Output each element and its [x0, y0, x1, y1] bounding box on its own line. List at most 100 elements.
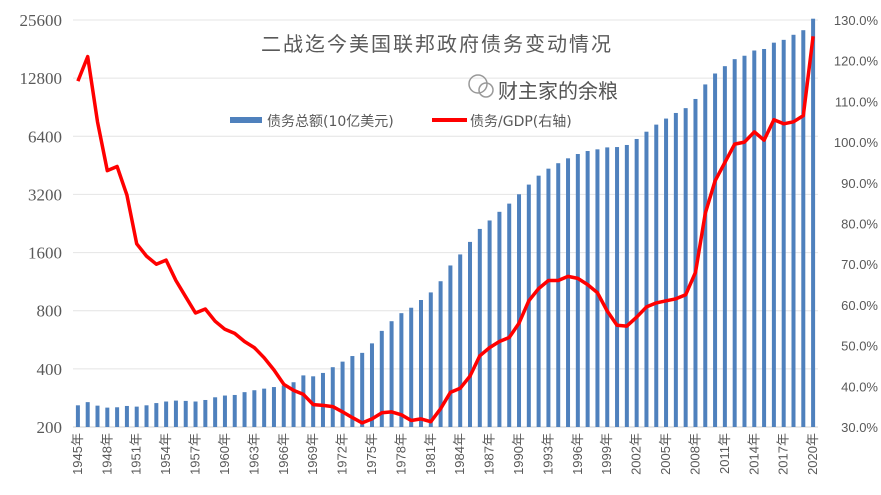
bar-1978: [399, 313, 404, 427]
wechat-icon: [468, 74, 488, 94]
bar-1992: [536, 175, 541, 427]
bar-1967: [291, 382, 296, 427]
left-tick-label: 1600: [28, 244, 62, 263]
bar-1997: [585, 151, 590, 427]
bar-1949: [115, 407, 120, 427]
bar-1957: [193, 401, 198, 427]
x-tick-label: 1987年: [482, 433, 497, 475]
bar-1947: [95, 405, 100, 427]
bar-1977: [389, 321, 394, 427]
bar-1998: [595, 149, 600, 427]
bar-1964: [262, 388, 267, 427]
left-tick-label: 6400: [28, 127, 62, 146]
x-tick-label: 1975年: [364, 433, 379, 475]
watermark: 财主家的余粮: [468, 74, 618, 103]
x-tick-label: 1945年: [70, 433, 85, 475]
bar-2012: [732, 59, 737, 428]
left-tick-label: 800: [37, 302, 63, 321]
bar-2005: [664, 118, 669, 428]
right-tick-label: 80.0%: [841, 217, 878, 232]
bar-1975: [369, 343, 374, 427]
legend-label-bar: 债务总额(10亿美元): [267, 114, 394, 130]
x-tick-label: 1990年: [511, 433, 526, 475]
right-tick-label: 60.0%: [841, 298, 878, 313]
legend-label-line: 债务/GDP(右轴): [470, 114, 572, 130]
x-tick-label: 2008年: [687, 433, 702, 475]
x-tick-label: 1972年: [335, 433, 350, 475]
bar-1962: [242, 392, 247, 427]
bar-1973: [350, 356, 355, 427]
right-tick-label: 120.0%: [834, 54, 879, 69]
bar-1999: [605, 147, 610, 427]
bar-2007: [683, 108, 688, 428]
x-tick-label: 1954年: [158, 433, 173, 475]
x-tick-label: 2002年: [629, 433, 644, 475]
bar-1980: [418, 299, 423, 427]
legend-swatch-line: [432, 118, 467, 122]
x-tick-label: 1999年: [599, 433, 614, 475]
watermark-text: 财主家的余粮: [498, 79, 618, 103]
bar-2020: [811, 18, 816, 428]
right-tick-label: 110.0%: [835, 94, 879, 109]
bar-1953: [154, 403, 159, 427]
bar-1986: [477, 228, 482, 427]
left-tick-label: 12800: [20, 69, 63, 88]
bar-1988: [497, 211, 502, 427]
bar-1996: [575, 154, 580, 427]
x-tick-label: 1969年: [305, 433, 320, 475]
bar-1956: [183, 400, 188, 427]
bar-1968: [301, 375, 306, 427]
bar-1950: [124, 405, 129, 427]
legend: 债务总额(10亿美元) 债务/GDP(右轴): [230, 114, 572, 130]
bar-2006: [673, 112, 678, 427]
x-tick-label: 1963年: [246, 433, 261, 475]
bar-2004: [654, 124, 659, 428]
x-tick-label: 1951年: [129, 433, 144, 475]
bar-1983: [448, 265, 453, 427]
bar-1991: [526, 184, 531, 427]
chart-title: 二战迄今美国联邦政府债务变动情况: [261, 32, 613, 56]
x-tick-label: 1960年: [217, 433, 232, 475]
right-tick-label: 130.0%: [834, 13, 879, 28]
bar-series: [75, 18, 816, 428]
bar-2009: [703, 84, 708, 427]
bar-2000: [615, 147, 620, 427]
x-tick-label: 1981年: [423, 433, 438, 475]
x-axis: 1945年 1948年 1951年 1954年 1957年 1960年 1963年 1966年…: [70, 433, 820, 475]
bar-2003: [644, 131, 649, 427]
bar-1979: [409, 307, 414, 427]
x-tick-label: 2020年: [805, 433, 820, 475]
x-tick-label: 1996年: [570, 433, 585, 475]
bar-1946: [85, 402, 90, 427]
x-tick-label: 2011年: [717, 433, 732, 474]
bar-1960: [222, 395, 227, 427]
left-tick-label: 200: [37, 418, 63, 437]
bar-2011: [722, 66, 727, 427]
bar-2015: [762, 48, 767, 427]
bar-1966: [281, 385, 286, 427]
bar-1993: [546, 168, 551, 428]
bar-1984: [458, 254, 463, 427]
bar-1972: [340, 361, 345, 427]
bar-1969: [311, 376, 316, 427]
bar-1965: [271, 387, 276, 427]
bar-2010: [713, 73, 718, 427]
bar-1948: [105, 407, 110, 427]
bar-1970: [320, 372, 325, 427]
right-tick-label: 30.0%: [841, 420, 878, 435]
right-tick-label: 100.0%: [834, 135, 879, 150]
bar-2002: [634, 138, 639, 427]
bar-1987: [487, 220, 492, 427]
left-tick-label: 400: [37, 360, 63, 379]
debt-gdp-line: [76, 36, 815, 425]
bar-2014: [752, 50, 757, 428]
x-tick-label: 1978年: [393, 433, 408, 475]
legend-swatch-bar: [230, 117, 262, 123]
bar-1963: [252, 390, 257, 427]
bar-1961: [232, 394, 237, 427]
right-axis: 30.0% 40.0% 50.0% 60.0% 70.0% 80.0% 90.0% 100.0…: [834, 13, 879, 435]
bar-1989: [507, 203, 512, 427]
x-tick-label: 1948年: [99, 433, 114, 475]
bar-2001: [624, 144, 629, 428]
